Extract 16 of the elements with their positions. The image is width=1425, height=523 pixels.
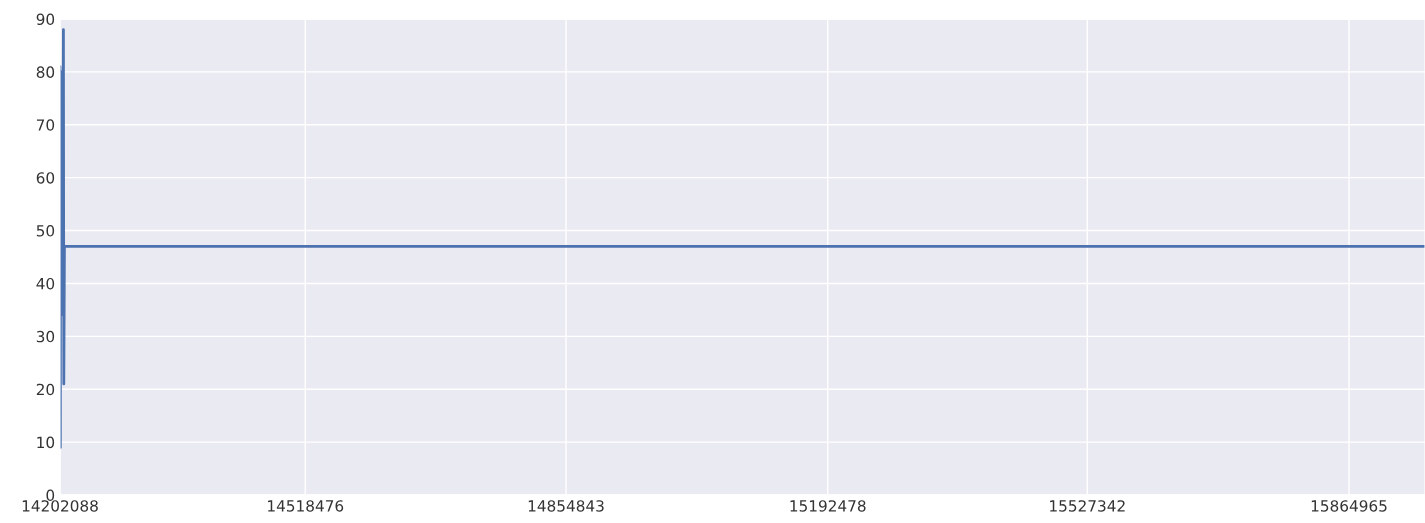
y-tick-label: 70 — [36, 119, 55, 131]
y-tick-label: 40 — [36, 277, 55, 290]
x-tick-label: 14518476 — [268, 500, 344, 512]
x-tick-label: 15192478 — [790, 500, 866, 512]
y-tick-label: 90 — [36, 13, 55, 26]
y-tick-label: 60 — [36, 172, 55, 184]
x-tick-label: 14202088 — [22, 500, 98, 512]
x-tick-label: 14854843 — [528, 500, 604, 512]
y-tick-label: 20 — [36, 383, 55, 396]
y-tick-label: 30 — [36, 330, 55, 343]
y-tick-label: 50 — [36, 225, 55, 237]
line-series — [60, 28, 1425, 449]
x-tick-label: 15527342 — [1050, 500, 1125, 512]
y-tick-label: 80 — [36, 66, 55, 78]
x-tick-label: 15864965 — [1311, 500, 1387, 512]
y-tick-label: 10 — [37, 436, 55, 449]
